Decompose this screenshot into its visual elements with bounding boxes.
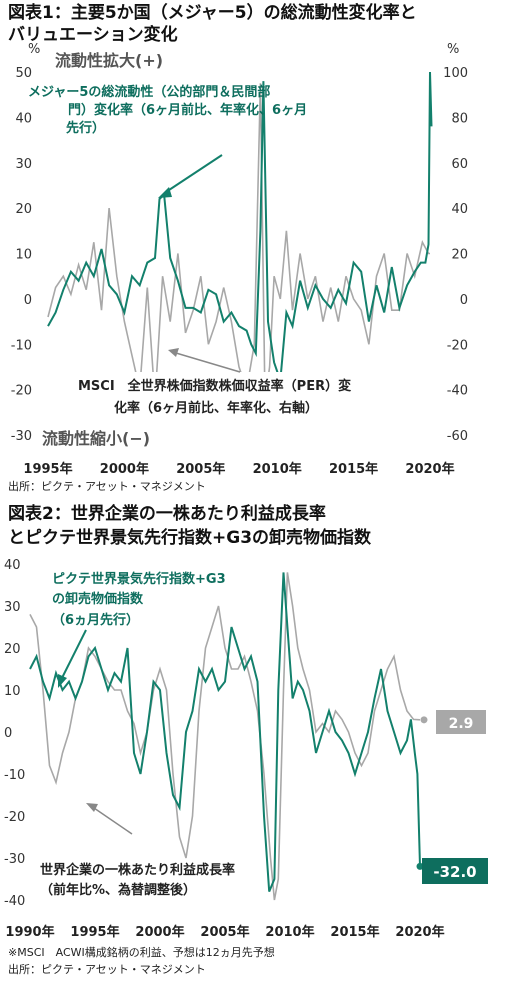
chart1-x-tick: 1995年: [23, 461, 72, 477]
chart2-left-tick: 30: [4, 600, 21, 615]
chart1-gray-annotation-1: MSCI 全世界株価指数株価収益率（PER）変: [78, 378, 351, 394]
chart1-left-tick: 20: [15, 202, 32, 217]
chart1-right-tick: -20: [447, 338, 468, 353]
chart1-left-tick: -20: [11, 384, 32, 399]
chart1-gray-annotation-bg: [70, 372, 430, 418]
chart2-left-tick: 10: [4, 684, 21, 699]
chart2-gray-end-dot: [420, 716, 428, 724]
chart2: 40 30 20 10 0 -10 -20 -30 -40 1990年 1995年 2000年 200…: [4, 558, 488, 940]
chart2-left-tick: -40: [4, 894, 25, 909]
chart1-right-tick: 80: [451, 111, 468, 126]
chart1-right-tick: 100: [443, 66, 468, 81]
chart2-teal-arrow: [61, 629, 87, 679]
chart1-left-tick: -10: [11, 338, 32, 353]
chart2-teal-annotation-2: の卸売物価指数: [52, 591, 144, 607]
chart1-right-tick: 0: [460, 293, 468, 308]
chart2-x-tick: 2010年: [265, 924, 314, 940]
chart2-x-tick: 1995年: [70, 924, 119, 940]
chart2-left-tick: 0: [4, 726, 12, 741]
chart2-title-line2: とピクテ世界景気先行指数+G3の卸売物価指数: [8, 528, 372, 548]
chart1-x-tick: 2010年: [253, 461, 302, 477]
chart2-x-tick: 2015年: [330, 924, 379, 940]
chart1-right-unit: %: [447, 42, 459, 57]
chart2-gray-annotation-2: （前年比%、為替調整後）: [40, 882, 196, 898]
chart1-left-tick: -30: [11, 429, 32, 444]
chart2-title-line1: 図表2：世界企業の一株あたり利益成長率: [8, 504, 326, 524]
chart1-x-tick: 2000年: [100, 461, 149, 477]
chart1-liquidity-line: [47, 71, 433, 381]
chart1-source: 出所：ピクテ・アセット・マネジメント: [8, 480, 206, 493]
chart2-teal-badge: [422, 858, 488, 884]
chart1-gray-arrow: [175, 352, 241, 373]
chart2-footnote: ※MSCI ACWI構成銘柄の利益、予想は12ヵ月先予想: [8, 946, 275, 959]
chart2-teal-annotation-1: ピクテ世界景気先行指数+G3: [52, 571, 226, 587]
chart2-x-tick: 1990年: [5, 924, 54, 940]
chart1-left-tick: 0: [24, 293, 32, 308]
chart2-left-tick: 40: [4, 558, 21, 573]
chart2-source: 出所：ピクテ・アセット・マネジメント: [8, 963, 206, 976]
chart1-title-line1: 図表1：主要5か国（メジャー5）の総流動性変化率と: [8, 3, 417, 23]
chart2-teal-annotation-3: （6ヵ月先行）: [52, 612, 139, 628]
chart1-teal-arrowhead: [158, 187, 172, 198]
chart1-gray-arrowhead: [168, 348, 179, 357]
chart1-left-tick: 50: [15, 66, 32, 81]
chart1-x-tick: 2020年: [405, 461, 454, 477]
chart1-title-line2: バリュエーション変化: [8, 25, 178, 45]
chart2-x-tick: 2000年: [135, 924, 184, 940]
chart1-right-tick: -60: [447, 429, 468, 444]
chart1-bottom-label: 流動性縮小(−): [42, 429, 150, 448]
chart1-teal-annotation-1: メジャー5の総流動性（公的部門＆民間部: [28, 84, 270, 100]
chart2-gray-annotation-1: 世界企業の一株あたり利益成長率: [40, 862, 235, 878]
chart2-x-tick: 2020年: [395, 924, 444, 940]
chart2-left-tick: -20: [4, 810, 25, 825]
chart2-left-tick: -10: [4, 768, 25, 783]
chart2-gray-arrowhead: [86, 803, 98, 812]
chart1-teal-annotation-3: 先行）: [66, 120, 105, 136]
chart1-left-tick: 10: [15, 248, 32, 263]
chart2-left-tick: -30: [4, 852, 25, 867]
chart1-per-line: [47, 83, 430, 402]
chart1-right-tick: 60: [451, 157, 468, 172]
chart1-right-tick: 20: [451, 248, 468, 263]
chart1-right-tick: 40: [451, 202, 468, 217]
chart2-x-tick: 2005年: [200, 924, 249, 940]
chart2-teal-arrowhead: [58, 674, 67, 688]
chart2-eps-line: [29, 572, 421, 901]
chart1-x-tick: 2015年: [329, 461, 378, 477]
chart1-teal-annotation-2: 門）変化率（6ヶ月前比、年率化、6ヶ月: [68, 102, 307, 118]
chart2-gray-badge: [436, 710, 486, 734]
chart2-left-tick: 20: [4, 642, 21, 657]
chart2-gray-badge-label: 2.9: [449, 716, 474, 732]
chart1-gray-annotation-2: 化率（6ヶ月前比、年率化、右軸）: [114, 400, 318, 416]
chart2-leading-index-line: [29, 572, 421, 892]
chart1-left-tick: 30: [15, 157, 32, 172]
chart2-gray-arrow: [93, 807, 133, 835]
chart1-right-tick: -40: [447, 384, 468, 399]
chart1-left-tick: 40: [15, 111, 32, 126]
chart1-left-unit: %: [28, 42, 40, 57]
chart1-x-tick: 2005年: [176, 461, 225, 477]
chart1-teal-arrow: [165, 154, 223, 193]
chart1-top-label: 流動性拡大(+): [55, 51, 163, 70]
chart2-teal-badge-label: -32.0: [433, 863, 476, 881]
chart2-teal-end-dot: [416, 862, 424, 870]
